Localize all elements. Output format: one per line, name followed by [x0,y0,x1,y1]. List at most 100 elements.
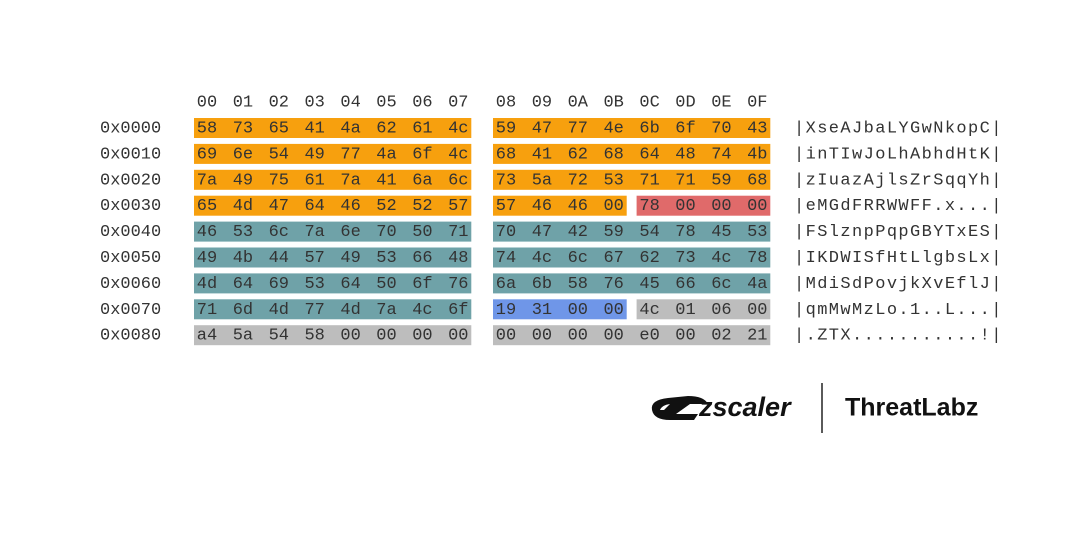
hex-byte: 62 [568,145,588,164]
hex-byte: 54 [639,223,659,242]
hex-byte: 71 [675,171,695,190]
hex-byte: 70 [376,223,396,242]
hex-byte: 00 [532,327,552,346]
highlight [493,169,771,190]
hex-byte: 00 [603,301,623,320]
hex-byte: 54 [269,327,289,346]
highlight [194,273,472,294]
hex-byte: 00 [603,327,623,346]
hex-byte: 52 [412,197,432,216]
column-header: 01 [233,93,253,112]
hex-byte: 58 [304,327,324,346]
hex-byte: 49 [233,171,253,190]
column-header: 04 [340,93,360,112]
hex-byte: 73 [496,171,516,190]
hex-byte: 4a [340,119,360,138]
hex-byte: 6f [412,145,432,164]
product-name: ThreatLabz [845,394,978,422]
hex-byte: 50 [412,223,432,242]
highlight [493,195,627,216]
hex-byte: 69 [197,145,217,164]
ascii: |XseAJbaLYGwNkopC| [794,119,1003,138]
hex-byte: 6a [412,171,432,190]
hex-byte: 53 [747,223,767,242]
hex-byte: 4d [197,275,217,294]
column-header: 08 [496,93,516,112]
hex-byte: 53 [376,249,396,268]
column-header: 0D [675,93,695,112]
hex-byte: 6f [412,275,432,294]
hex-byte: 00 [376,327,396,346]
hex-byte: 46 [197,223,217,242]
hex-byte: 65 [269,119,289,138]
hex-byte: 49 [197,249,217,268]
logo: zscaler ThreatLabz [651,383,978,433]
hex-byte: 5a [532,171,552,190]
hex-byte: 00 [340,327,360,346]
brand-name: zscaler [698,392,792,422]
hex-byte: a4 [197,327,217,346]
hex-byte: 00 [412,327,432,346]
hex-byte: 75 [269,171,289,190]
hex-byte: 4e [603,119,623,138]
hex-byte: 53 [233,223,253,242]
hex-byte: 78 [747,249,767,268]
hex-byte: 49 [340,249,360,268]
hex-byte: 72 [568,171,588,190]
hex-byte: 7a [340,171,360,190]
hex-byte: 78 [639,197,659,216]
column-header: 00 [197,93,217,112]
highlight [493,143,771,164]
hex-byte: 02 [711,327,731,346]
hex-byte: 73 [675,249,695,268]
hex-byte: 71 [639,171,659,190]
ascii: |inTIwJoLhAbhdHtK| [794,145,1003,164]
hex-byte: 00 [747,197,767,216]
hex-byte: 61 [412,119,432,138]
hex-byte: 00 [603,197,623,216]
column-header: 0F [747,93,767,112]
column-header: 0B [603,93,623,112]
highlight [493,118,771,138]
ascii: |zIuazAjlsZrSqqYh| [794,171,1003,190]
hex-byte: 64 [340,275,360,294]
hex-byte: 69 [269,275,289,294]
hex-byte: 47 [532,119,552,138]
hex-byte: 06 [711,301,731,320]
hex-byte: 4c [532,249,552,268]
hex-byte: 73 [233,119,253,138]
hex-byte: 71 [448,223,468,242]
offset: 0x0060 [100,275,161,294]
hex-byte: 6d [233,301,253,320]
hex-byte: 41 [304,119,324,138]
hex-byte: 62 [639,249,659,268]
ascii: |MdiSdPovjkXvEflJ| [794,275,1003,294]
hex-byte: 76 [448,275,468,294]
hex-byte: 41 [532,145,552,164]
hex-byte: 41 [376,171,396,190]
hex-byte: 74 [711,145,731,164]
hex-byte: 59 [496,119,516,138]
hex-byte: 7a [197,171,217,190]
hex-byte: 00 [747,301,767,320]
hex-byte: 68 [747,171,767,190]
hex-byte: 5a [233,327,253,346]
highlight [493,273,771,294]
ascii: |eMGdFRRWWFF.x...| [794,197,1003,216]
hex-byte: 78 [675,223,695,242]
hex-byte: 21 [747,327,767,346]
highlight [194,247,472,268]
hex-byte: 66 [412,249,432,268]
hex-byte: 00 [496,327,516,346]
hex-byte: 31 [532,301,552,320]
hex-byte: 6b [532,275,552,294]
hex-byte: 00 [675,197,695,216]
hex-byte: 77 [340,145,360,164]
highlight [493,325,771,346]
hex-byte: 7a [304,223,324,242]
hex-byte: 6c [711,275,731,294]
hex-byte: 54 [269,145,289,164]
hex-byte: 45 [639,275,659,294]
hex-byte: 01 [675,301,695,320]
hex-byte: 64 [304,197,324,216]
